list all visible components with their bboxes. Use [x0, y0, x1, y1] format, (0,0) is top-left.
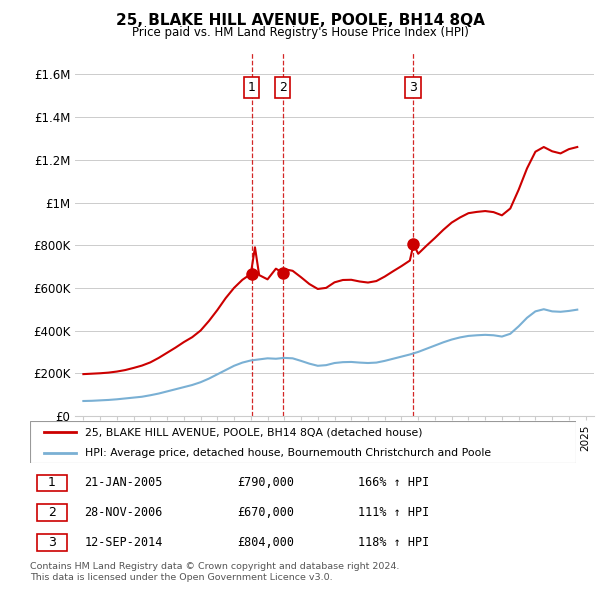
- Text: 166% ↑ HPI: 166% ↑ HPI: [358, 476, 429, 489]
- Text: 3: 3: [409, 81, 417, 94]
- Text: This data is licensed under the Open Government Licence v3.0.: This data is licensed under the Open Gov…: [30, 573, 332, 582]
- Text: 111% ↑ HPI: 111% ↑ HPI: [358, 506, 429, 519]
- Text: Contains HM Land Registry data © Crown copyright and database right 2024.: Contains HM Land Registry data © Crown c…: [30, 562, 400, 571]
- FancyBboxPatch shape: [37, 535, 67, 551]
- FancyBboxPatch shape: [37, 474, 67, 491]
- FancyBboxPatch shape: [37, 504, 67, 521]
- Text: 12-SEP-2014: 12-SEP-2014: [85, 536, 163, 549]
- Text: 2: 2: [278, 81, 287, 94]
- Text: 3: 3: [47, 536, 56, 549]
- Text: 25, BLAKE HILL AVENUE, POOLE, BH14 8QA (detached house): 25, BLAKE HILL AVENUE, POOLE, BH14 8QA (…: [85, 427, 422, 437]
- Text: £790,000: £790,000: [238, 476, 295, 489]
- Text: 25, BLAKE HILL AVENUE, POOLE, BH14 8QA: 25, BLAKE HILL AVENUE, POOLE, BH14 8QA: [116, 13, 484, 28]
- Text: 2: 2: [47, 506, 56, 519]
- Text: £804,000: £804,000: [238, 536, 295, 549]
- Text: 28-NOV-2006: 28-NOV-2006: [85, 506, 163, 519]
- Text: 1: 1: [47, 476, 56, 489]
- Text: 1: 1: [248, 81, 256, 94]
- Text: HPI: Average price, detached house, Bournemouth Christchurch and Poole: HPI: Average price, detached house, Bour…: [85, 448, 491, 457]
- FancyBboxPatch shape: [30, 421, 576, 463]
- Text: £670,000: £670,000: [238, 506, 295, 519]
- Text: 21-JAN-2005: 21-JAN-2005: [85, 476, 163, 489]
- Text: 118% ↑ HPI: 118% ↑ HPI: [358, 536, 429, 549]
- Text: Price paid vs. HM Land Registry's House Price Index (HPI): Price paid vs. HM Land Registry's House …: [131, 26, 469, 39]
